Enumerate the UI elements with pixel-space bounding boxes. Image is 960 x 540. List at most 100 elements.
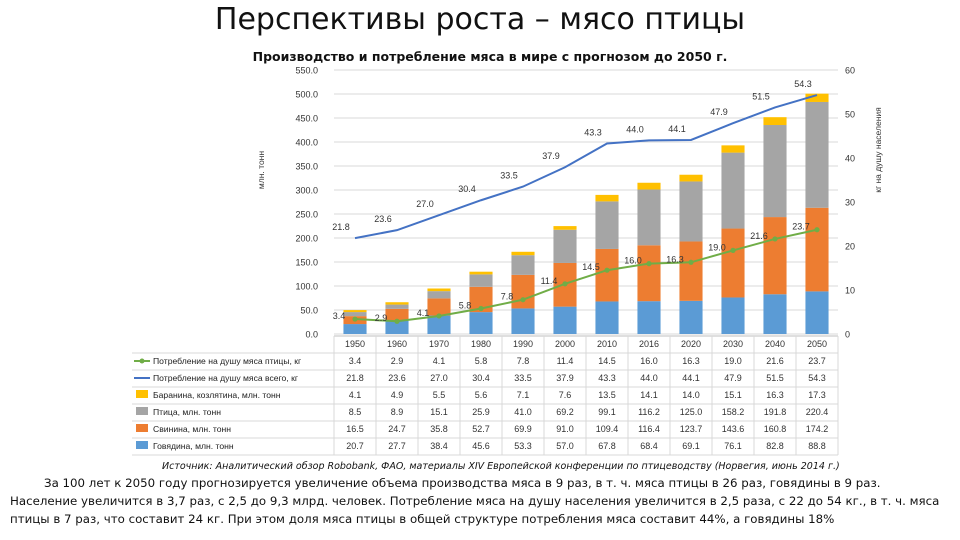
chart-title: Производство и потребление мяса в мире с… bbox=[252, 49, 728, 64]
bar-segment bbox=[805, 291, 829, 334]
legend-label: Баранина, козлятина, млн. тонн bbox=[153, 390, 281, 400]
line-data-label: 54.3 bbox=[794, 79, 812, 89]
y2-tick-label: 20 bbox=[845, 242, 855, 252]
y-tick-label: 400.0 bbox=[295, 138, 318, 148]
line-4 bbox=[354, 94, 818, 240]
table-cell: 15.1 bbox=[430, 407, 448, 417]
table-cell: 76.1 bbox=[724, 441, 742, 451]
legend-key-marker bbox=[139, 358, 145, 364]
table-cell: 27.0 bbox=[430, 373, 448, 383]
y-tick-label: 550.0 bbox=[295, 66, 318, 76]
line-point bbox=[394, 318, 400, 324]
table-cell: 15.1 bbox=[724, 390, 742, 400]
line-data-label: 7.8 bbox=[501, 292, 514, 302]
table-cell: 99.1 bbox=[598, 407, 616, 417]
x-tick-label: 2050 bbox=[807, 339, 827, 349]
legend-label: Потребление на душу мяса птицы, кг bbox=[153, 356, 301, 366]
table-cell: 16.3 bbox=[682, 356, 700, 366]
line-data-label: 37.9 bbox=[542, 151, 560, 161]
table-cell: 23.6 bbox=[388, 373, 406, 383]
table-cell: 69.2 bbox=[556, 407, 574, 417]
line-point bbox=[478, 305, 484, 312]
y-tick-label: 450.0 bbox=[295, 114, 318, 124]
bar-segment bbox=[469, 286, 493, 313]
bar-segment bbox=[427, 315, 451, 334]
table-cell: 38.4 bbox=[430, 441, 448, 451]
line-5 bbox=[354, 228, 818, 323]
y-tick-label: 50.0 bbox=[300, 306, 318, 316]
line-data-label: 44.1 bbox=[668, 124, 686, 134]
legend-label: Говядина, млн. тонн bbox=[153, 441, 234, 451]
bar-segment bbox=[805, 93, 829, 102]
x-tick-label: 2000 bbox=[555, 339, 575, 349]
table-cell: 8.9 bbox=[391, 407, 404, 417]
bar-segment bbox=[511, 251, 535, 256]
line-point bbox=[730, 247, 736, 253]
y2-axis-title: кг на душу населения bbox=[873, 107, 883, 193]
line-data-label: 4.1 bbox=[417, 308, 430, 318]
table-cell: 123.7 bbox=[680, 424, 703, 434]
summary-paragraph: За 100 лет к 2050 году прогнозируется ув… bbox=[10, 476, 940, 526]
line-data-label: 27.0 bbox=[416, 199, 434, 209]
data-table: 1950 1960 1970 1980 1990 2000 2010 2016 2020 2030… bbox=[132, 335, 839, 456]
table-cell: 4.9 bbox=[391, 390, 404, 400]
bar-segment bbox=[763, 217, 787, 295]
bar-segment bbox=[595, 248, 619, 302]
table-cell: 13.5 bbox=[598, 390, 616, 400]
table-cell: 33.5 bbox=[514, 373, 532, 383]
line-data-label: 44.0 bbox=[626, 124, 644, 134]
bar-segment bbox=[679, 300, 703, 334]
bar-segment bbox=[511, 308, 535, 334]
table-cell: 143.6 bbox=[722, 424, 745, 434]
table-cell: 67.8 bbox=[598, 441, 616, 451]
line-data-label: 21.8 bbox=[332, 222, 350, 232]
legend-key bbox=[136, 407, 148, 415]
x-tick-label: 1960 bbox=[387, 339, 407, 349]
bar-segment bbox=[595, 201, 619, 249]
table-cell: 109.4 bbox=[596, 424, 619, 434]
table-cell: 69.1 bbox=[682, 441, 700, 451]
axes: 0.050.0100.0150.0200.0250.0300.0350.0400… bbox=[256, 66, 883, 340]
line-point bbox=[562, 281, 568, 287]
y2-tick-label: 60 bbox=[845, 66, 855, 76]
line-data-label: 23.6 bbox=[374, 214, 392, 224]
line-data-label: 16.3 bbox=[666, 254, 684, 264]
bar-segment bbox=[721, 152, 745, 229]
bar-series bbox=[343, 93, 829, 334]
table-cell: 44.0 bbox=[640, 373, 658, 383]
line-series: 21.8 23.6 27.0 30.4 33.5 37.9 43.3 44.0 44.1 47.9… bbox=[332, 79, 820, 324]
table-cell: 16.5 bbox=[346, 424, 364, 434]
table-cell: 14.0 bbox=[682, 390, 700, 400]
y-tick-label: 350.0 bbox=[295, 162, 318, 172]
table-cell: 5.5 bbox=[433, 390, 446, 400]
bar-segment bbox=[637, 245, 661, 302]
table-cell: 220.4 bbox=[806, 407, 829, 417]
line-data-label: 21.6 bbox=[750, 231, 768, 241]
x-tick-label: 2020 bbox=[681, 339, 701, 349]
y2-tick-label: 30 bbox=[845, 198, 855, 208]
bar-segment bbox=[511, 255, 535, 275]
table-cell: 69.9 bbox=[514, 424, 532, 434]
bar-segment bbox=[637, 189, 661, 246]
x-tick-label: 2030 bbox=[723, 339, 743, 349]
bar-segment bbox=[637, 301, 661, 334]
bar-segment bbox=[343, 310, 367, 313]
table-cell: 7.8 bbox=[517, 356, 530, 366]
table-cell: 8.5 bbox=[349, 407, 362, 417]
legend-label: Птица, млн. тонн bbox=[153, 407, 221, 417]
table-cell: 16.3 bbox=[766, 390, 784, 400]
line-data-label: 16.0 bbox=[624, 256, 642, 266]
legend-label: Свинина, млн. тонн bbox=[153, 424, 231, 434]
x-tick-label: 1990 bbox=[513, 339, 533, 349]
y-axis-title: млн. тонн bbox=[256, 151, 266, 189]
x-tick-label: 1970 bbox=[429, 339, 449, 349]
y-tick-label: 100.0 bbox=[295, 282, 318, 292]
legend-key bbox=[136, 441, 148, 449]
line-data-label: 51.5 bbox=[752, 91, 770, 101]
bar-segment bbox=[385, 308, 409, 321]
table-cell: 35.8 bbox=[430, 424, 448, 434]
line-point bbox=[688, 259, 694, 265]
table-cell: 52.7 bbox=[472, 424, 490, 434]
table-cell: 2.9 bbox=[391, 356, 404, 366]
x-tick-label: 2010 bbox=[597, 339, 617, 349]
